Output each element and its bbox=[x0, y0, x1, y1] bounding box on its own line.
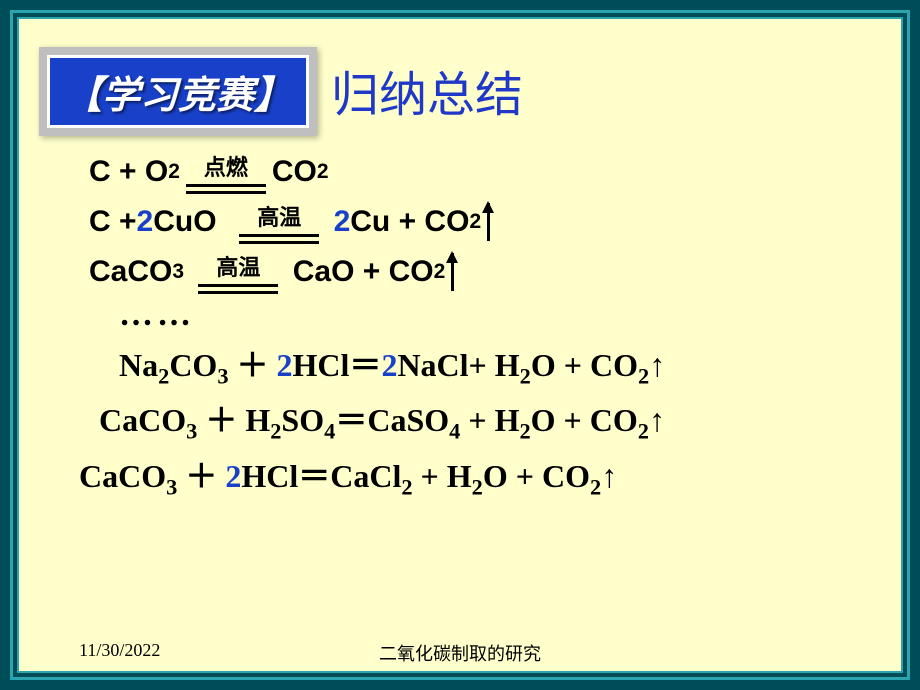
e5-a: CaCO bbox=[99, 402, 186, 438]
e4-b: CO bbox=[169, 347, 217, 383]
e4-b2: 3 bbox=[217, 363, 228, 388]
eq2-rhs-sub: 2 bbox=[469, 210, 481, 234]
gas-arrow-icon bbox=[451, 253, 454, 291]
eq1-cond-label: 点燃 bbox=[204, 150, 248, 182]
equation-2: C + 2CuO 高温 2Cu + CO2 bbox=[89, 200, 851, 244]
eq1-condition: 点燃 bbox=[186, 150, 266, 194]
e6-d: O + CO bbox=[483, 458, 590, 494]
e6-b2: 2 bbox=[401, 474, 412, 499]
e6-plus: ＋ bbox=[177, 458, 225, 494]
equation-1: C + O2 点燃 CO2 bbox=[89, 150, 851, 194]
equation-6: CaCO3 ＋ 2HCl＝CaCl2 + H2O + CO2↑ bbox=[79, 451, 851, 500]
gas-arrow-icon bbox=[487, 203, 490, 241]
e6-b: HCl＝CaCl bbox=[241, 458, 401, 494]
header-row: 【学习竞赛】 归纳总结 bbox=[19, 19, 901, 136]
e6-c1: 2 bbox=[225, 458, 241, 494]
equation-group-2: Na2CO3 ＋ 2HCl＝2NaCl+ H2O + CO2↑ CaCO3 ＋ … bbox=[89, 340, 851, 500]
e5-plus: ＋ bbox=[197, 402, 245, 438]
e5-a2: 3 bbox=[186, 419, 197, 444]
eq3-cond-label: 高温 bbox=[216, 250, 260, 282]
content: C + O2 点燃 CO2 C + 2CuO 高温 2Cu + CO2 bbox=[19, 136, 901, 500]
e4-g: ↑ bbox=[649, 347, 665, 383]
eq1-lhs-a: C + O bbox=[89, 155, 168, 189]
e5-d: CaSO bbox=[367, 402, 449, 438]
ellipsis: …… bbox=[119, 296, 851, 334]
e6-c2: 2 bbox=[472, 474, 483, 499]
badge-box: 【学习竞赛】 bbox=[39, 47, 317, 136]
e5-e2: 2 bbox=[519, 419, 530, 444]
e5-c2: 4 bbox=[324, 419, 335, 444]
e6-g: ↑ bbox=[601, 458, 617, 494]
slide: 【学习竞赛】 归纳总结 C + O2 点燃 CO2 C + 2CuO 高温 bbox=[17, 17, 903, 673]
e5-f: O + CO bbox=[531, 402, 638, 438]
eq2-condition: 高温 bbox=[239, 200, 319, 244]
eq2-lhs-a: C + bbox=[89, 205, 137, 239]
e5-d2: 4 bbox=[449, 419, 460, 444]
slide-title: 归纳总结 bbox=[331, 55, 523, 125]
e6-d2: 2 bbox=[590, 474, 601, 499]
e5-c: SO bbox=[281, 402, 324, 438]
badge-text: 【学习竞赛】 bbox=[64, 75, 292, 117]
e6-a: CaCO bbox=[79, 458, 166, 494]
e4-a: Na bbox=[119, 347, 158, 383]
e4-f2: 2 bbox=[638, 363, 649, 388]
eq3-rhs-sub: 2 bbox=[434, 260, 446, 284]
equation-3: CaCO3 高温 CaO + CO2 bbox=[89, 250, 851, 294]
e4-e2: 2 bbox=[520, 363, 531, 388]
e5-g: ↑ bbox=[649, 402, 665, 438]
equal-bars-icon bbox=[239, 234, 319, 244]
footer-date: 11/30/2022 bbox=[79, 640, 160, 661]
e4-e: NaCl+ H bbox=[397, 347, 519, 383]
e6-c: + H bbox=[413, 458, 472, 494]
eq2-coef2: 2 bbox=[334, 205, 351, 239]
eq3-lhs-a: CaCO bbox=[89, 255, 172, 289]
eq2-coef1: 2 bbox=[137, 205, 154, 239]
e4-f: O + CO bbox=[531, 347, 638, 383]
e5-f2: 2 bbox=[638, 419, 649, 444]
equal-bars-icon bbox=[186, 184, 266, 194]
e4-a2: 2 bbox=[158, 363, 169, 388]
e5-eq: ＝ bbox=[335, 402, 367, 438]
footer: 11/30/2022 二氧化碳制取的研究 bbox=[79, 640, 841, 661]
e4-d: HCl＝ bbox=[293, 347, 382, 383]
eq2-cond-label: 高温 bbox=[257, 200, 301, 232]
eq1-rhs-sub: 2 bbox=[317, 160, 329, 184]
frame-outer: 【学习竞赛】 归纳总结 C + O2 点燃 CO2 C + 2CuO 高温 bbox=[10, 10, 910, 680]
eq1-lhs-sub: 2 bbox=[168, 160, 180, 184]
eq1-rhs-a: CO bbox=[272, 155, 317, 189]
eq2-lhs-b: CuO bbox=[153, 205, 216, 239]
equation-5: CaCO3 ＋ H2SO4＝CaSO4 + H2O + CO2↑ bbox=[99, 395, 851, 444]
badge-inner: 【学习竞赛】 bbox=[47, 55, 309, 128]
e6-a2: 3 bbox=[166, 474, 177, 499]
eq3-condition: 高温 bbox=[198, 250, 278, 294]
footer-caption: 二氧化碳制取的研究 bbox=[379, 640, 541, 666]
equation-4: Na2CO3 ＋ 2HCl＝2NaCl+ H2O + CO2↑ bbox=[119, 340, 851, 389]
e4-c1: 2 bbox=[277, 347, 293, 383]
e4-c2: 2 bbox=[381, 347, 397, 383]
e4-plus: ＋ bbox=[229, 347, 277, 383]
e5-b: H bbox=[245, 402, 270, 438]
e5-e: + H bbox=[460, 402, 519, 438]
eq3-lhs-sub: 3 bbox=[172, 260, 184, 284]
e5-b2: 2 bbox=[270, 419, 281, 444]
equal-bars-icon bbox=[198, 284, 278, 294]
eq2-rhs-a: Cu + CO bbox=[350, 205, 469, 239]
eq3-rhs-a: CaO + CO bbox=[293, 255, 434, 289]
